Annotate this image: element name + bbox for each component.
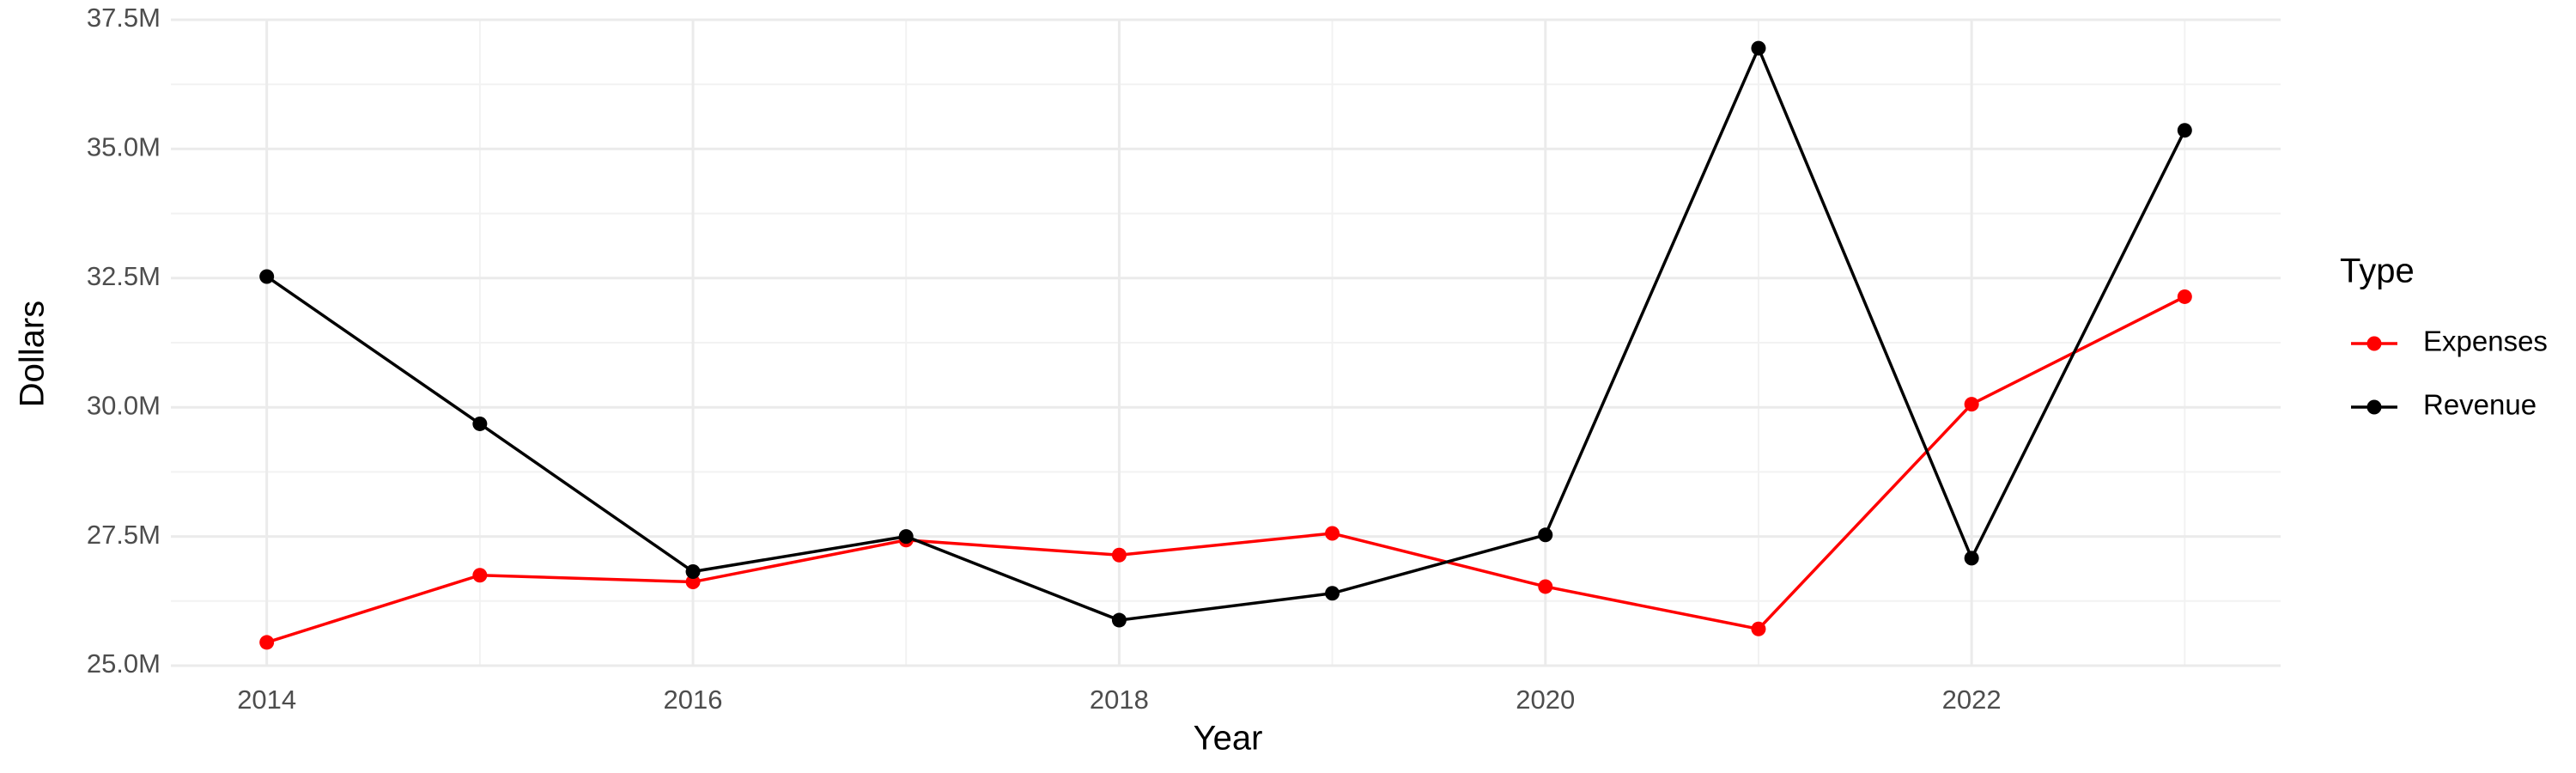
data-point [1538, 527, 1553, 543]
data-point [1751, 621, 1766, 636]
x-tick-label: 2020 [1516, 685, 1575, 715]
x-tick-label: 2014 [237, 685, 296, 715]
series-line [265, 44, 2186, 622]
data-point [472, 416, 488, 431]
legend-marker [2366, 336, 2382, 351]
y-axis-title: Dollars [14, 301, 52, 407]
data-point [1325, 586, 1340, 601]
data-point [1538, 579, 1553, 594]
data-point [2177, 123, 2192, 138]
y-tick-label: 37.5M [87, 3, 161, 33]
legend-label: Revenue [2423, 389, 2537, 421]
y-tick-label: 25.0M [87, 648, 161, 679]
data-point [1964, 397, 1979, 412]
legend-title: Type [2340, 253, 2415, 290]
data-point [685, 564, 701, 580]
legend-label: Expenses [2423, 326, 2548, 357]
data-point [1964, 551, 1979, 566]
data-point [898, 529, 914, 545]
series-line [266, 295, 2186, 644]
x-tick-label: 2018 [1090, 685, 1149, 715]
data-point [1325, 526, 1340, 541]
x-axis-title: Year [1194, 720, 1263, 758]
data-point [259, 635, 275, 650]
data-point [1111, 547, 1127, 563]
y-tick-label: 27.5M [87, 520, 161, 550]
legend-marker [2366, 399, 2382, 415]
data-point [685, 575, 701, 590]
y-tick-label: 30.0M [87, 390, 161, 420]
y-tick-label: 35.0M [87, 132, 161, 162]
data-point [1751, 40, 1766, 56]
y-tick-label: 32.5M [87, 261, 161, 291]
x-tick-label: 2016 [664, 685, 723, 715]
data-point [259, 269, 275, 284]
data-point [472, 568, 488, 583]
data-point [1111, 612, 1127, 628]
x-tick-label: 2022 [1942, 685, 2002, 715]
data-point [2177, 289, 2192, 304]
